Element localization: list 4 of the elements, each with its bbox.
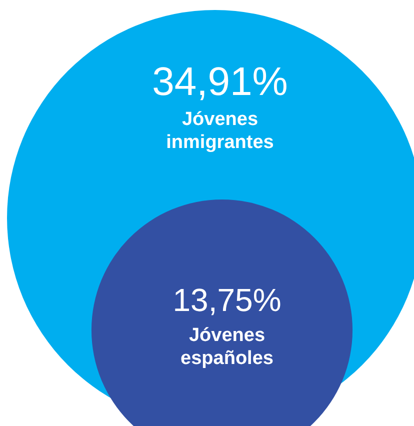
data-label: 13,75% (172, 282, 282, 318)
data-label: 34,91% (152, 60, 288, 104)
category-label: Jóvenes españoles (180, 325, 274, 369)
category-label: Jóvenes inmigrantes (166, 109, 274, 153)
